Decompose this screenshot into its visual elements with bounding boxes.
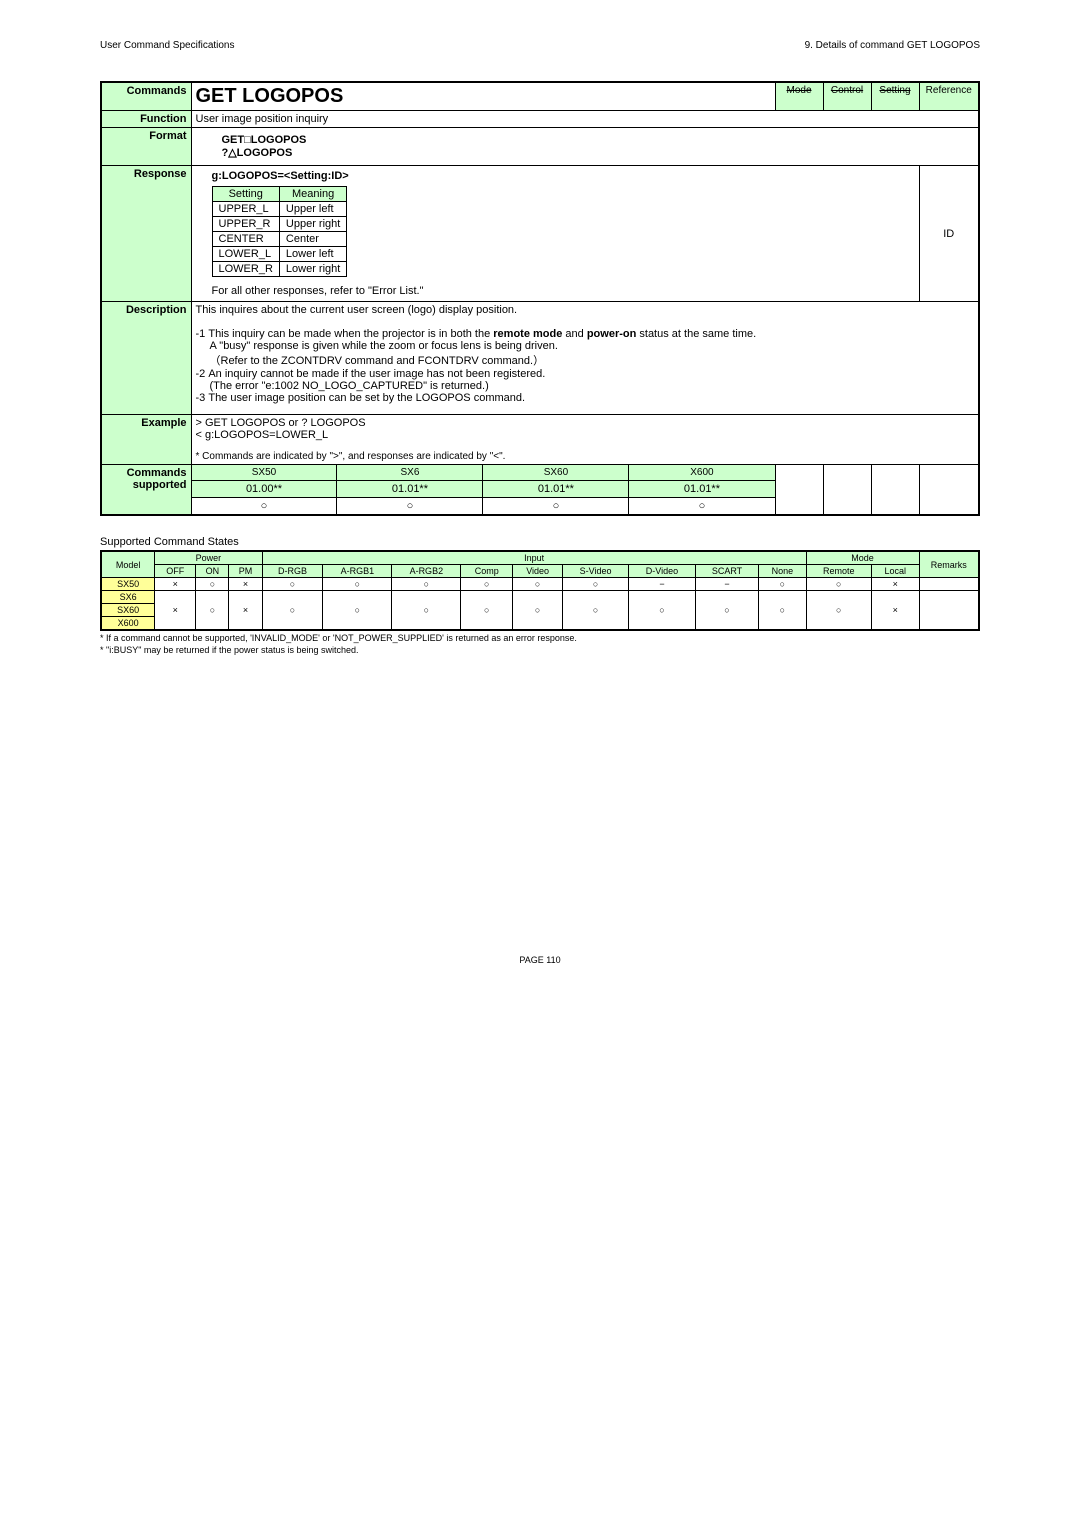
mode-badge-1: Control [823, 82, 871, 111]
format-body: GET□LOGOPOS ?△LOGOPOS [191, 128, 979, 166]
model-cell: SX60 [101, 604, 155, 617]
response-id: ID [919, 166, 979, 302]
function-label: Function [101, 111, 191, 128]
header-right: 9. Details of command GET LOGOPOS [805, 40, 980, 51]
response-body: g:LOGOPOS=<Setting:ID> SettingMeaning UP… [191, 166, 919, 302]
example-note: * Commands are indicated by ">", and res… [196, 451, 975, 462]
resp-col-0: Setting [212, 187, 279, 202]
page-number: PAGE 110 [100, 955, 980, 965]
states-table: Model Power Input Mode Remarks OFFONPM D… [100, 550, 980, 631]
example-label: Example [101, 415, 191, 465]
response-label: Response [101, 166, 191, 302]
footnote-1: * If a command cannot be supported, 'INV… [100, 633, 980, 643]
example-line-1: < g:LOGOPOS=LOWER_L [196, 429, 975, 441]
desc-b4: (The error "e:1002 NO_LOGO_CAPTURED" is … [196, 380, 975, 392]
command-title: GET LOGOPOS [196, 85, 344, 107]
command-spec-table: Commands GET LOGOPOS Mode Control Settin… [100, 81, 980, 516]
mode-badge-2: Setting [871, 82, 919, 111]
desc-b2: （Refer to the ZCONTDRV command and FCONT… [196, 352, 975, 368]
response-footer: For all other responses, refer to "Error… [212, 285, 899, 297]
command-title-cell: GET LOGOPOS [191, 82, 775, 111]
response-settings-table: SettingMeaning UPPER_LUpper left UPPER_R… [212, 186, 348, 277]
response-heading: g:LOGOPOS=<Setting:ID> [212, 170, 899, 182]
example-body: > GET LOGOPOS or ? LOGOPOS < g:LOGOPOS=L… [191, 415, 979, 465]
function-text: User image position inquiry [191, 111, 979, 128]
example-line-0: > GET LOGOPOS or ? LOGOPOS [196, 417, 975, 429]
description-label: Description [101, 302, 191, 415]
desc-b5: -3 The user image position can be set by… [196, 392, 975, 404]
resp-col-1: Meaning [279, 187, 346, 202]
model-cell: X600 [101, 617, 155, 631]
desc-b3: -2 An inquiry cannot be made if the user… [196, 368, 975, 380]
supported-label: Commandssupported [101, 465, 191, 516]
footnote-2: * "i:BUSY" may be returned if the power … [100, 645, 980, 655]
page-header: User Command Specifications 9. Details o… [100, 40, 980, 51]
desc-b1: A "busy" response is given while the zoo… [196, 340, 975, 352]
format-line2: ?△LOGOPOS [222, 146, 949, 159]
desc-intro: This inquires about the current user scr… [196, 304, 975, 316]
format-line1: GET□LOGOPOS [222, 134, 949, 146]
mode-badge-0: Mode [775, 82, 823, 111]
format-label: Format [101, 128, 191, 166]
model-cell: SX50 [101, 578, 155, 591]
model-cell: SX6 [101, 591, 155, 604]
states-title: Supported Command States [100, 536, 980, 548]
commands-label: Commands [101, 82, 191, 111]
desc-b0: -1 This inquiry can be made when the pro… [196, 328, 975, 340]
mode-badge-3: Reference [919, 82, 979, 111]
header-left: User Command Specifications [100, 40, 235, 51]
description-body: This inquires about the current user scr… [191, 302, 979, 415]
